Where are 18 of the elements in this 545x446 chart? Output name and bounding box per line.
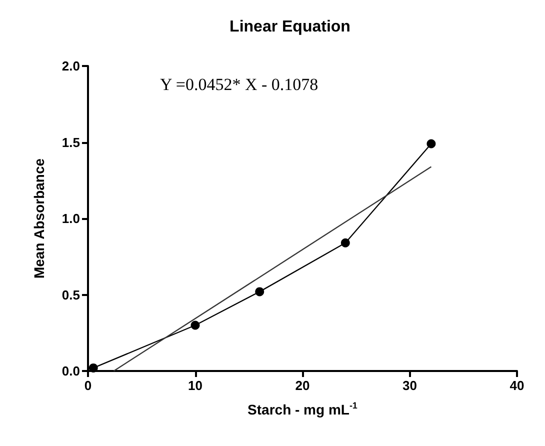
point — [340, 238, 350, 248]
point — [190, 320, 200, 330]
y-tick-label: 0.5 — [62, 287, 80, 302]
y-axis-title: Mean Absorbance — [31, 158, 47, 279]
point — [88, 363, 98, 372]
y-tick-label: 0.0 — [62, 364, 80, 378]
point — [255, 287, 264, 296]
point — [426, 139, 436, 148]
x-tick-label: 40 — [510, 378, 524, 393]
y-tick-label: 1.5 — [62, 134, 80, 150]
chart-title: Linear Equation — [230, 18, 350, 36]
x-tick-label: 0 — [84, 378, 92, 393]
x-tick-label: 10 — [188, 378, 202, 393]
annotation: Y =0.0452* X - 0.1078 — [160, 75, 318, 94]
x-tick-label: 30 — [402, 378, 417, 393]
x-tick-label: 20 — [295, 378, 310, 393]
y-tick-label: 2.0 — [62, 58, 80, 74]
y-tick-label: 1.0 — [62, 211, 80, 226]
